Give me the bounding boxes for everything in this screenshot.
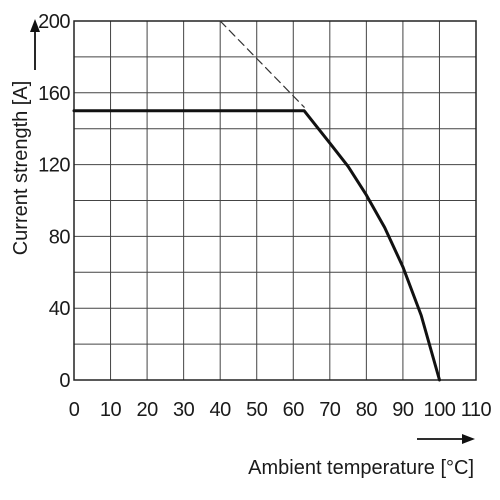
x-tick-labels: 0 10 20 30 40 50 60 70 80 90 100 110 <box>69 399 492 421</box>
x-tick-label: 80 <box>356 399 378 421</box>
y-tick-label: 200 <box>38 11 70 33</box>
grid-lines <box>73 20 477 381</box>
y-axis-title: Current strength [A] <box>10 81 32 256</box>
y-tick-labels: 0 40 80 120 160 200 <box>38 11 71 392</box>
y-tick-label: 120 <box>38 155 70 177</box>
y-axis-arrow <box>30 19 40 70</box>
x-tick-label: 100 <box>424 399 456 421</box>
x-tick-label: 10 <box>100 399 122 421</box>
series-line-dashed <box>219 20 305 108</box>
y-tick-label: 160 <box>38 83 70 105</box>
x-tick-label: 20 <box>136 399 158 421</box>
series-line-solid <box>72 109 441 382</box>
x-tick-label: 0 <box>69 399 80 421</box>
plot-frame <box>73 20 477 381</box>
series-lines <box>72 20 441 382</box>
x-tick-label: 110 <box>461 399 492 421</box>
y-tick-label: 0 <box>59 370 70 392</box>
x-axis-title: Ambient temperature [°C] <box>248 457 474 479</box>
x-tick-label: 30 <box>173 399 195 421</box>
x-tick-label: 60 <box>283 399 305 421</box>
x-tick-label: 70 <box>319 399 341 421</box>
y-tick-label: 40 <box>49 298 71 320</box>
x-tick-label: 90 <box>392 399 414 421</box>
x-tick-label: 40 <box>210 399 232 421</box>
x-axis-arrow <box>417 434 475 444</box>
x-tick-label: 50 <box>246 399 268 421</box>
y-tick-label: 80 <box>49 226 71 248</box>
